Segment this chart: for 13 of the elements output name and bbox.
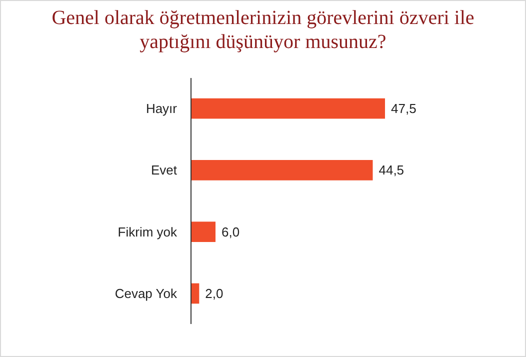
y-tick-label: Evet [150,162,178,178]
bar [191,222,216,242]
y-tick-label: Hayır [146,101,178,116]
y-tick-label: Fikrim yok [118,224,178,240]
bar [191,283,200,304]
bar [191,160,373,180]
data-label: 6,0 [222,224,240,240]
data-label: 47,5 [391,101,416,116]
data-label: 2,0 [205,286,224,302]
bar [191,98,385,119]
y-tick-label: Cevap Yok [114,286,178,302]
chart-title: Genel olarak öğretmenlerinizin görevlerini özveri ile yaptığını düşünüyor musunuz? [52,7,474,53]
data-label: 44,5 [378,162,404,178]
